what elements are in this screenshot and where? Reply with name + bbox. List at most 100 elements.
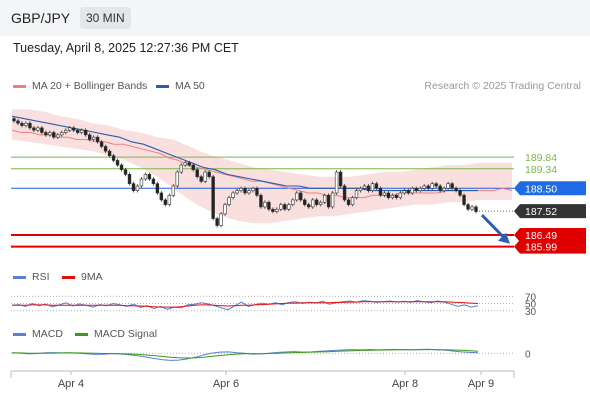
chart-credit: Research © 2025 Trading Central bbox=[424, 80, 581, 92]
candle-body-14 bbox=[68, 127, 72, 131]
candle-body-63 bbox=[263, 201, 267, 208]
rsi-tick-label-2: 30 bbox=[525, 307, 537, 318]
candle-body-30 bbox=[131, 183, 136, 191]
rsi-ma-legend: 9MA bbox=[62, 271, 103, 283]
candle-body-98 bbox=[402, 190, 407, 194]
candle-body-111 bbox=[454, 188, 458, 191]
candle-body-99 bbox=[406, 190, 410, 194]
candle-body-109 bbox=[446, 183, 450, 189]
candle-body-41 bbox=[175, 171, 179, 187]
candle-body-114 bbox=[466, 204, 470, 210]
candle-body-92 bbox=[378, 188, 383, 196]
candle-body-16 bbox=[76, 129, 80, 133]
candle-body-112 bbox=[458, 190, 462, 196]
candle-body-15 bbox=[72, 127, 76, 131]
candle-body-47 bbox=[199, 176, 203, 182]
candle-body-18 bbox=[83, 129, 88, 136]
candle-body-58 bbox=[243, 188, 247, 194]
candle-body-28 bbox=[123, 169, 128, 175]
rsi-tick-label-1: 50 bbox=[525, 300, 537, 311]
candle-body-1 bbox=[16, 120, 20, 124]
candle-body-93 bbox=[382, 192, 387, 196]
candle-body-39 bbox=[167, 194, 172, 205]
macd-signal-swatch bbox=[75, 332, 88, 336]
candle-body-2 bbox=[20, 122, 24, 126]
level-label-2: 188.50 bbox=[525, 183, 557, 195]
candle-body-94 bbox=[386, 192, 391, 198]
macd-legend-label: MACD bbox=[32, 328, 63, 340]
candle-body-108 bbox=[442, 188, 446, 191]
candle-body-42 bbox=[179, 164, 183, 173]
candle-body-22 bbox=[99, 141, 104, 147]
candle-body-115 bbox=[470, 206, 474, 210]
candle-body-51 bbox=[215, 218, 219, 226]
candle-body-84 bbox=[346, 199, 351, 205]
candle-body-48 bbox=[203, 171, 207, 182]
candle-body-8 bbox=[44, 132, 48, 136]
level-label-5: 185.99 bbox=[525, 242, 557, 254]
candle-body-54 bbox=[227, 197, 231, 205]
candle-body-35 bbox=[151, 178, 156, 184]
candle-body-102 bbox=[418, 188, 422, 191]
candle-body-88 bbox=[362, 185, 367, 189]
candle-body-62 bbox=[259, 194, 263, 208]
candle-body-69 bbox=[287, 204, 291, 210]
timeframe-button[interactable]: 30 MIN bbox=[80, 7, 131, 29]
candle-body-52 bbox=[219, 213, 223, 226]
rsi-series-1 bbox=[12, 301, 479, 308]
candle-body-101 bbox=[414, 188, 418, 191]
candle-body-49 bbox=[207, 171, 211, 177]
candle-body-26 bbox=[115, 160, 120, 166]
level-label-4: 186.49 bbox=[525, 230, 557, 242]
candle-body-27 bbox=[119, 164, 124, 171]
candle-body-104 bbox=[426, 185, 430, 189]
candle-body-34 bbox=[147, 174, 152, 180]
candle-body-85 bbox=[350, 197, 355, 205]
candle-body-24 bbox=[107, 150, 112, 157]
candle-body-13 bbox=[64, 129, 68, 133]
candle-body-66 bbox=[275, 208, 279, 212]
candle-body-50 bbox=[211, 176, 215, 219]
candle-body-100 bbox=[410, 188, 414, 194]
candle-body-55 bbox=[231, 192, 235, 198]
rsi-ma-swatch bbox=[62, 275, 75, 279]
rsi-tick-label-0: 70 bbox=[525, 292, 537, 303]
candle-body-21 bbox=[95, 136, 100, 143]
candle-body-25 bbox=[111, 155, 116, 161]
candle-body-29 bbox=[127, 174, 132, 184]
candle-body-78 bbox=[322, 194, 327, 203]
candle-body-31 bbox=[135, 185, 140, 191]
ma50-legend-label: MA 50 bbox=[175, 80, 205, 92]
candle-body-38 bbox=[163, 199, 168, 205]
candle-body-9 bbox=[48, 132, 52, 136]
candle-body-68 bbox=[283, 204, 287, 210]
level-tag-2 bbox=[514, 181, 586, 196]
candle-body-64 bbox=[267, 201, 271, 210]
candle-body-72 bbox=[299, 192, 303, 201]
candle-body-20 bbox=[91, 136, 96, 140]
candle-body-73 bbox=[303, 199, 307, 205]
candle-body-32 bbox=[139, 178, 144, 187]
candle-body-71 bbox=[295, 192, 299, 201]
candle-body-12 bbox=[60, 132, 64, 136]
candle-body-33 bbox=[143, 174, 148, 180]
x-tick-label-2: Apr 8 bbox=[392, 378, 418, 390]
candle-body-37 bbox=[159, 192, 164, 201]
candle-body-7 bbox=[40, 127, 44, 133]
rsi-legend-label: RSI bbox=[32, 271, 50, 283]
candle-body-91 bbox=[374, 183, 379, 189]
candle-body-23 bbox=[103, 146, 108, 152]
candle-body-110 bbox=[450, 183, 454, 189]
candle-body-19 bbox=[87, 134, 92, 140]
candle-body-82 bbox=[338, 171, 343, 187]
candle-body-106 bbox=[434, 183, 438, 187]
candle-body-75 bbox=[311, 199, 315, 208]
candle-body-0 bbox=[12, 118, 16, 122]
candle-body-113 bbox=[462, 194, 466, 205]
ma50-swatch bbox=[156, 84, 169, 88]
macd-series-1 bbox=[12, 349, 479, 359]
level-label-1: 189.34 bbox=[525, 164, 557, 176]
candle-body-53 bbox=[223, 204, 227, 215]
ma50-legend: MA 50 bbox=[156, 80, 205, 92]
